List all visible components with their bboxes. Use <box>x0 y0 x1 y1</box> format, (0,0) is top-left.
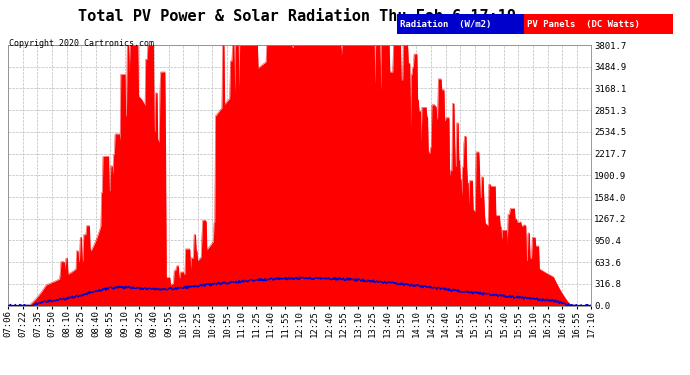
Text: Radiation  (W/m2): Radiation (W/m2) <box>400 20 491 28</box>
Text: Copyright 2020 Cartronics.com: Copyright 2020 Cartronics.com <box>9 39 154 48</box>
Text: PV Panels  (DC Watts): PV Panels (DC Watts) <box>527 20 640 28</box>
Text: Total PV Power & Solar Radiation Thu Feb 6 17:19: Total PV Power & Solar Radiation Thu Feb… <box>78 9 515 24</box>
